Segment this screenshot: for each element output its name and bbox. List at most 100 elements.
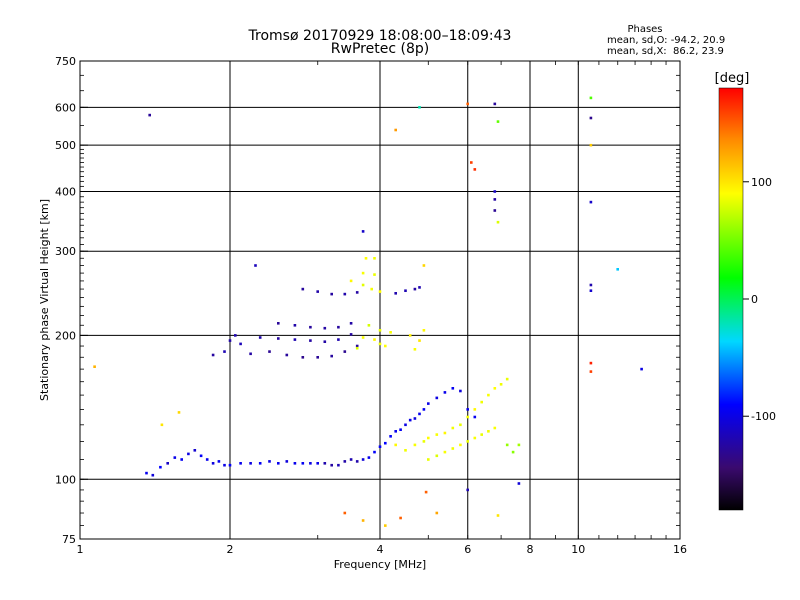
y-tick-label: 600: [55, 101, 76, 114]
data-point-x: [589, 96, 593, 100]
data-point-o: [422, 408, 426, 411]
data-point-o: [443, 391, 447, 394]
grid: [80, 61, 680, 539]
data-point-o: [145, 471, 148, 475]
data-point-o: [217, 460, 221, 463]
data-point-x: [427, 436, 430, 440]
data-point-x: [389, 331, 392, 334]
data-point-o: [223, 350, 226, 353]
data-point-x: [394, 128, 397, 132]
data-point-o: [408, 418, 412, 422]
data-point-x: [422, 264, 426, 267]
data-point-x: [443, 431, 447, 435]
data-point-o: [301, 287, 305, 291]
data-point-x: [160, 423, 164, 427]
data-point-o: [427, 402, 430, 405]
data-point-x: [378, 342, 382, 346]
data-point-x: [589, 370, 593, 373]
data-point-o: [148, 113, 151, 117]
data-point-o: [180, 458, 183, 461]
data-point-o: [373, 450, 376, 454]
data-point-x: [378, 329, 382, 332]
data-point-x: [459, 423, 462, 427]
data-point-o: [378, 445, 382, 448]
chart-subtitle: RwPretec (8p): [331, 41, 429, 57]
data-point-o: [589, 289, 593, 292]
data-point-o: [361, 458, 365, 461]
data-point-o: [223, 463, 226, 467]
data-point-o: [473, 415, 477, 419]
axis-ticks: 1 2 4 6 8 10 16 75 100 200 300 400 500 600 750: [55, 55, 687, 556]
colorbar-gradient: [718, 87, 744, 511]
data-point-x: [473, 168, 477, 171]
data-point-x: [470, 161, 473, 164]
x-tick-label: 8: [527, 543, 534, 556]
data-point-o: [389, 435, 392, 438]
data-point-o: [258, 462, 262, 465]
chart-title: Tromsø 20170929 18:08:00–18:09:43: [248, 28, 512, 44]
data-point-o: [166, 462, 169, 465]
x-tick-label: 2: [227, 543, 234, 556]
data-point-x: [435, 433, 439, 436]
data-point-x: [399, 516, 402, 520]
data-point-x: [361, 283, 365, 287]
stats-title: Phases: [627, 24, 662, 35]
data-point-o: [277, 322, 280, 325]
data-point-o: [268, 350, 271, 353]
data-point-o: [589, 116, 593, 120]
data-point-o: [493, 198, 497, 201]
data-point-o: [323, 462, 327, 465]
data-point-o: [493, 190, 497, 193]
data-point-o: [277, 462, 280, 465]
data-point-o: [228, 463, 232, 467]
data-point-x: [466, 415, 469, 419]
data-point-x: [367, 324, 371, 327]
data-point-x: [364, 257, 368, 260]
data-point-o: [418, 106, 421, 109]
data-point-o: [309, 325, 312, 329]
data-point-o: [640, 367, 643, 371]
data-point-o: [316, 462, 319, 465]
data-point-o: [418, 412, 421, 416]
data-point-o: [418, 286, 421, 289]
data-point-x: [373, 257, 376, 260]
data-point-o: [301, 462, 305, 465]
data-point-x: [451, 426, 455, 430]
data-point-o: [413, 287, 417, 291]
data-point-o: [205, 458, 209, 461]
data-point-o: [413, 417, 417, 420]
data-point-x: [505, 377, 509, 381]
y-axis-label: Stationary phase Virtual Height [km]: [38, 199, 51, 401]
data-point-o: [249, 352, 252, 356]
data-point-o: [293, 462, 297, 465]
data-point-x: [373, 273, 376, 276]
data-point-x: [496, 220, 500, 224]
data-point-o: [355, 291, 359, 294]
data-point-o: [589, 283, 593, 287]
data-point-o: [193, 449, 197, 452]
data-point-x: [361, 519, 365, 522]
data-point-o: [349, 458, 353, 461]
y-tick-label: 750: [55, 55, 76, 68]
data-point-x: [499, 383, 503, 386]
data-point-o: [435, 396, 439, 400]
data-point-x: [451, 447, 455, 450]
data-point-o: [384, 441, 387, 445]
y-tick-label: 400: [55, 185, 76, 198]
data-point-x: [480, 433, 483, 436]
data-point-x: [384, 344, 387, 348]
data-point-o: [343, 292, 347, 296]
data-point-x: [487, 430, 490, 433]
data-point-x: [496, 120, 500, 123]
y-tick-label: 100: [55, 473, 76, 486]
data-point-x: [177, 411, 181, 414]
colorbar-ticks: -100 0 100: [743, 176, 776, 423]
data-point-x: [93, 365, 96, 368]
data-point-o: [151, 473, 155, 477]
data-point-o: [254, 264, 257, 267]
data-point-x: [384, 524, 387, 527]
data-point-o: [316, 290, 319, 293]
data-point-x: [493, 426, 497, 430]
data-point-o: [616, 268, 619, 271]
data-point-x: [370, 287, 373, 291]
